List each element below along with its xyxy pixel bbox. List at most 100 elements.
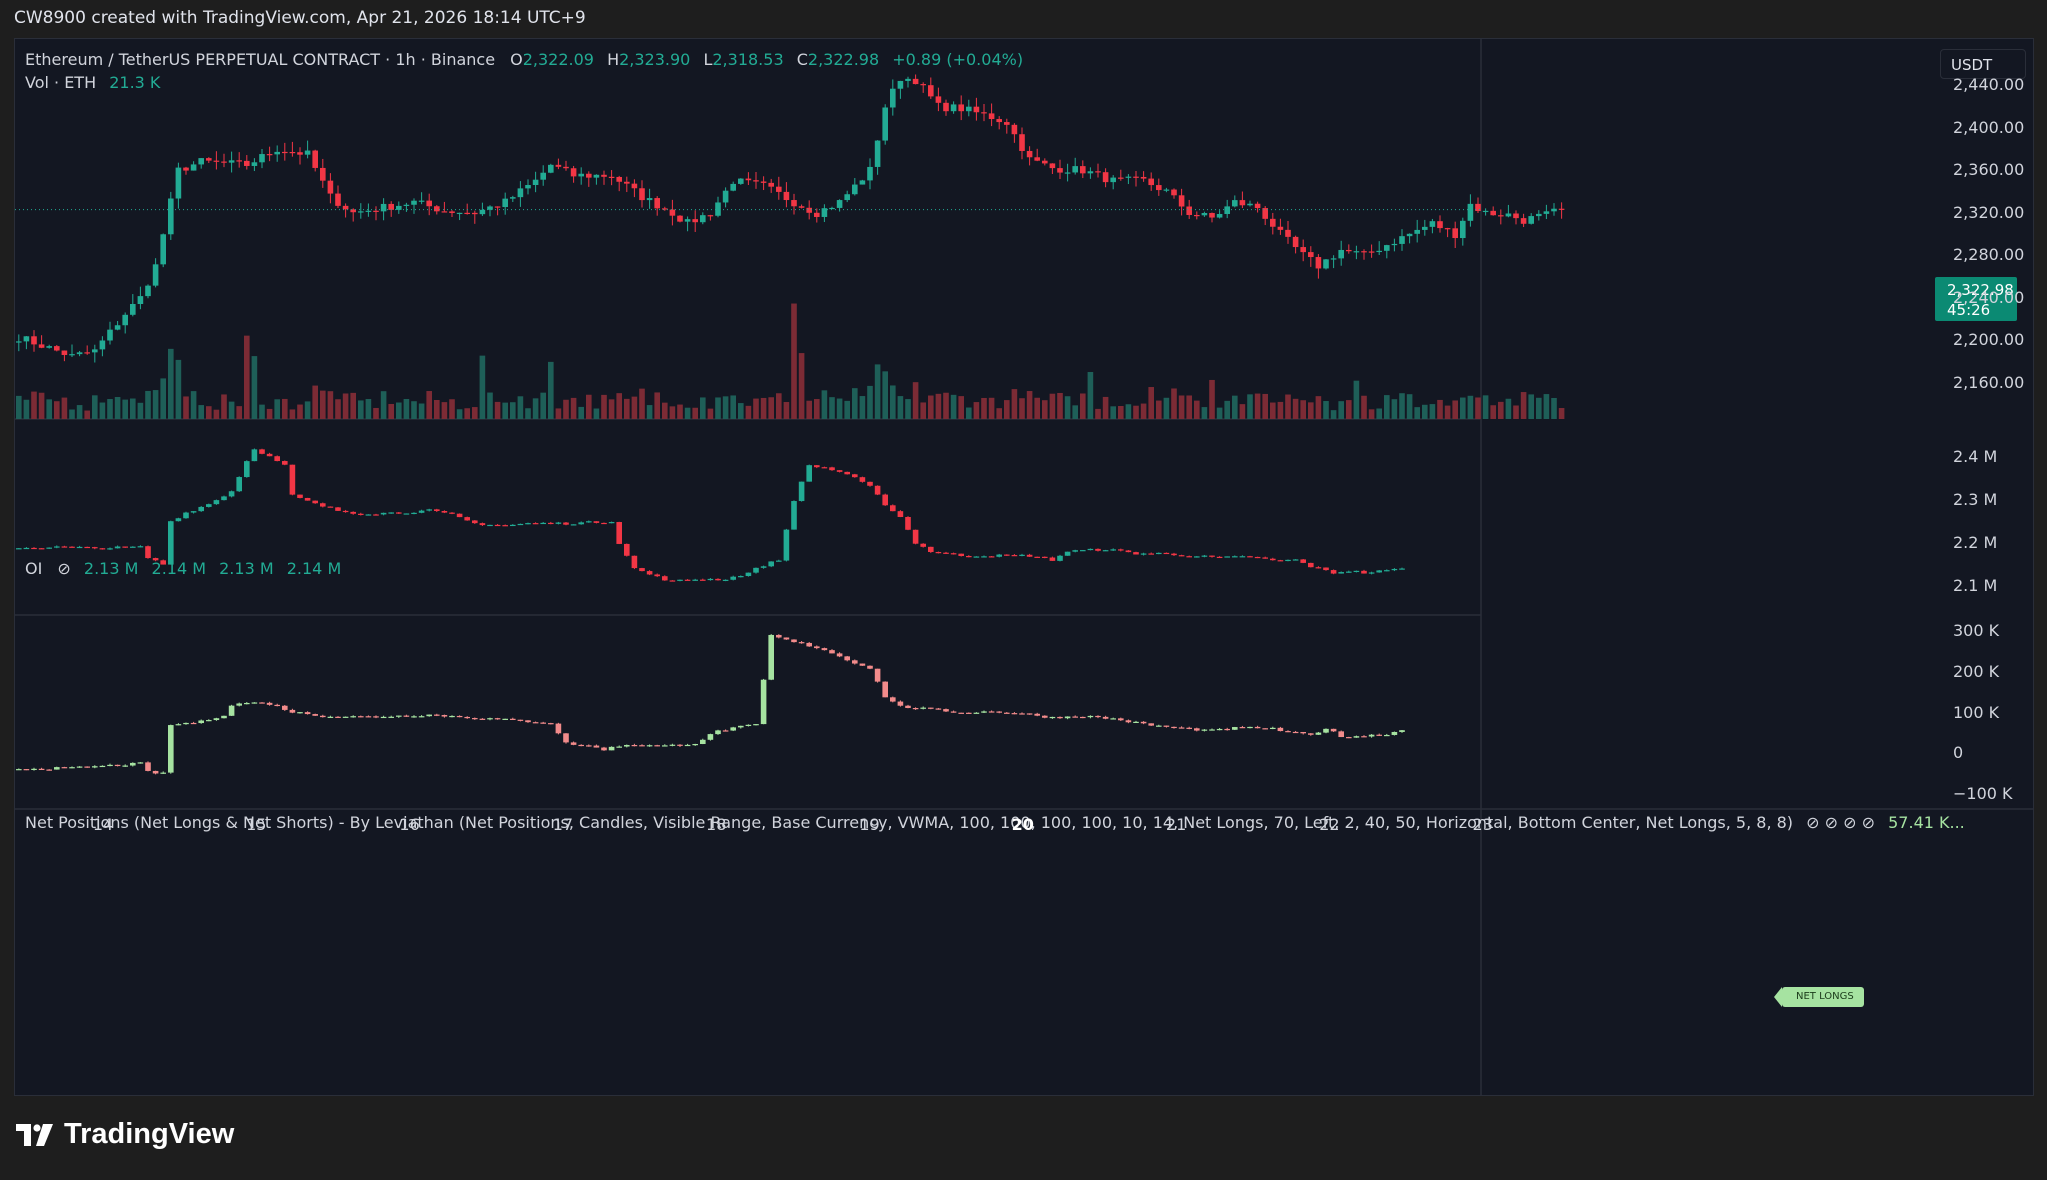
oi-candle [487, 524, 493, 527]
net-positions-candle [760, 679, 767, 725]
net-positions-label[interactable]: Net Positions (Net Longs & Net Shorts) -… [25, 813, 1794, 832]
price-candle [1376, 250, 1382, 253]
volume-bar [274, 399, 280, 419]
price-candle [624, 181, 630, 184]
net-positions-candle [122, 765, 128, 767]
price-tick-label: 2,440.00 [1953, 75, 2025, 95]
net-positions-candle [578, 744, 584, 747]
tradingview-logo[interactable]: TradingView [16, 1118, 234, 1151]
net-positions-candle [320, 715, 326, 718]
price-candle [1087, 171, 1094, 174]
oi-candle [236, 477, 242, 492]
price-candle [1536, 213, 1542, 217]
price-candle [631, 183, 638, 189]
net-positions-candle [745, 724, 752, 727]
tradingview-logo-icon [16, 1123, 53, 1146]
time-tick-label: 19 [859, 815, 880, 834]
oi-candle [1034, 556, 1040, 558]
net-positions-candle [168, 725, 174, 773]
net-positions-hidden-icons[interactable]: ⊘ ⊘ ⊘ ⊘ [1806, 813, 1876, 832]
volume-bar [852, 388, 858, 419]
net-positions-candle [297, 712, 303, 714]
oi-candle [829, 467, 835, 471]
price-candle [92, 349, 98, 353]
volume-bar [1384, 395, 1390, 419]
price-candle [1285, 229, 1291, 237]
volume-bar [859, 396, 866, 419]
net-positions-candle [1330, 728, 1337, 732]
price-candle [274, 151, 280, 155]
oi-candle [1384, 570, 1390, 572]
price-candle [1308, 252, 1314, 258]
oi-candle [61, 546, 68, 548]
oi-hidden-icon[interactable]: ⊘ [57, 559, 71, 578]
oi-candle [1186, 556, 1192, 558]
oi-candle [1353, 570, 1360, 573]
net-positions-candle [228, 705, 235, 716]
currency-button[interactable]: USDT [1940, 49, 2026, 79]
price-candle [1011, 124, 1018, 135]
volume-bar [130, 398, 136, 419]
net-positions-candle [1148, 723, 1154, 726]
price-candle [23, 336, 30, 342]
net-positions-candle [487, 718, 493, 720]
volume-bar [449, 399, 455, 419]
symbol-title[interactable]: Ethereum / TetherUS PERPETUAL CONTRACT ·… [25, 50, 496, 69]
chart-background [15, 39, 2033, 1095]
volume-bar [335, 399, 341, 419]
price-candle [988, 113, 995, 120]
chart-canvas[interactable] [15, 39, 2033, 1095]
net-positions-candle [1019, 713, 1025, 715]
oi-candle [1133, 552, 1139, 555]
volume-bar [1300, 400, 1306, 419]
net-positions-candle [1315, 732, 1322, 735]
volume-bar [570, 397, 577, 419]
price-candle [320, 167, 326, 181]
price-candle [114, 325, 121, 330]
oi-candle [601, 522, 607, 525]
oi-candle [981, 556, 987, 558]
net-positions-legend: Net Positions (Net Longs & Net Shorts) -… [25, 813, 1965, 832]
price-candle [1057, 168, 1063, 173]
volume-bar [358, 400, 364, 419]
price-candle [266, 154, 273, 156]
price-candle [973, 106, 980, 113]
net-positions-candle [380, 716, 387, 719]
volume-bar [510, 402, 516, 419]
price-candle [905, 78, 911, 81]
oi-candle [715, 578, 721, 581]
net-positions-candle [601, 747, 607, 751]
price-candle [190, 164, 197, 171]
price-candle [1026, 150, 1033, 158]
chart-container[interactable]: Ethereum / TetherUS PERPETUAL CONTRACT ·… [14, 38, 2034, 1096]
price-candle [1232, 200, 1238, 207]
volume-label[interactable]: Vol · ETH [25, 73, 97, 92]
net-positions-candle [1125, 720, 1132, 723]
price-tick-label: 2,280.00 [1953, 245, 2025, 265]
volume-bar [753, 398, 759, 419]
volume-bar [791, 303, 797, 419]
net-positions-candle [312, 714, 318, 716]
volume-bar [586, 394, 592, 419]
price-candle [1277, 226, 1284, 230]
oi-candle [472, 520, 478, 524]
net-positions-candle [677, 744, 683, 746]
oi-candle [798, 481, 805, 502]
net-positions-candle [928, 707, 934, 709]
oi-label[interactable]: OI [25, 559, 43, 578]
net-positions-candle [988, 711, 995, 713]
volume-bar [776, 393, 782, 419]
price-candle [1239, 200, 1246, 206]
price-candle [829, 207, 835, 210]
price-candle [1102, 172, 1109, 183]
price-candle [874, 140, 881, 167]
net-positions-candle [1026, 713, 1033, 715]
oi-candle [221, 496, 227, 501]
volume-bar [950, 394, 957, 419]
price-candle [563, 166, 569, 169]
price-candle [1437, 221, 1443, 229]
oi-candle [920, 543, 926, 547]
volume-bar [350, 392, 356, 419]
price-candle [745, 178, 752, 181]
net-positions-candle [1399, 730, 1405, 732]
